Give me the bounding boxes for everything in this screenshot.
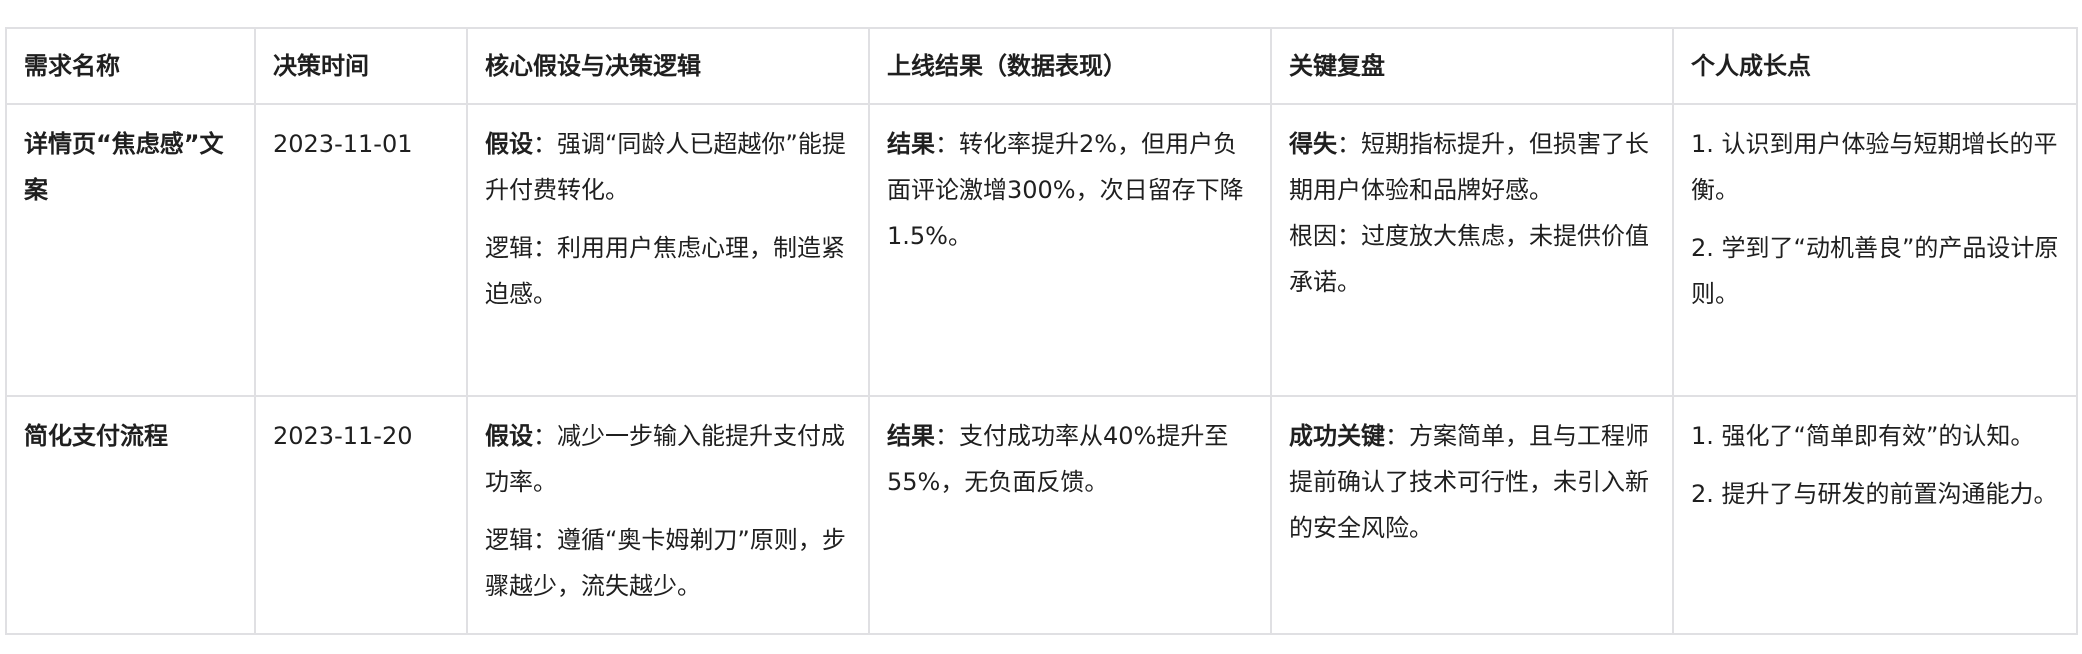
review-text: 得失：短期指标提升，但损害了长期用户体验和品牌好感。	[1289, 130, 1649, 204]
header-requirement-name: 需求名称	[5, 27, 256, 105]
root-cause-text: 根因：过度放大焦虑，未提供价值承诺。	[1289, 222, 1649, 296]
result-cell: 结果：支付成功率从40%提升至55%，无负面反馈。	[868, 395, 1272, 635]
growth-point: 2. 学到了“动机善良”的产品设计原则。	[1691, 234, 2059, 308]
result-text: 结果：转化率提升2%，但用户负面评论激增300%，次日留存下降1.5%。	[887, 130, 1244, 250]
requirement-name-cell: 详情页“焦虑感”文案	[5, 103, 256, 397]
table-row: 详情页“焦虑感”文案 2023-11-01 假设：强调“同龄人已超越你”能提升付…	[5, 103, 2078, 397]
header-decision-time: 决策时间	[254, 27, 468, 105]
requirement-name-cell: 简化支付流程	[5, 395, 256, 635]
logic-text: 逻辑：利用用户焦虑心理，制造紧迫感。	[485, 234, 845, 308]
hypothesis-cell: 假设：强调“同龄人已超越你”能提升付费转化。 逻辑：利用用户焦虑心理，制造紧迫感…	[466, 103, 870, 397]
result-cell: 结果：转化率提升2%，但用户负面评论激增300%，次日留存下降1.5%。	[868, 103, 1272, 397]
review-table: 需求名称 决策时间 核心假设与决策逻辑 上线结果（数据表现） 关键复盘 个人成长…	[5, 27, 2078, 635]
growth-point: 1. 认识到用户体验与短期增长的平衡。	[1691, 130, 2058, 204]
header-row: 需求名称 决策时间 核心假设与决策逻辑 上线结果（数据表现） 关键复盘 个人成长…	[5, 27, 2078, 105]
header-hypothesis-logic: 核心假设与决策逻辑	[466, 27, 870, 105]
result-text: 结果：支付成功率从40%提升至55%，无负面反馈。	[887, 422, 1229, 496]
hypothesis-text: 假设：减少一步输入能提升支付成功率。	[485, 422, 845, 496]
growth-cell: 1. 认识到用户体验与短期增长的平衡。 2. 学到了“动机善良”的产品设计原则。	[1672, 103, 2078, 397]
hypothesis-text: 假设：强调“同龄人已超越你”能提升付费转化。	[485, 130, 846, 204]
decision-time-cell: 2023-11-20	[254, 395, 468, 635]
hypothesis-cell: 假设：减少一步输入能提升支付成功率。 逻辑：遵循“奥卡姆剃刀”原则，步骤越少，流…	[466, 395, 870, 635]
growth-cell: 1. 强化了“简单即有效”的认知。 2. 提升了与研发的前置沟通能力。	[1672, 395, 2078, 635]
logic-text: 逻辑：遵循“奥卡姆剃刀”原则，步骤越少，流失越少。	[485, 526, 846, 600]
review-text: 成功关键：方案简单，且与工程师提前确认了技术可行性，未引入新的安全风险。	[1289, 422, 1649, 542]
table-row: 简化支付流程 2023-11-20 假设：减少一步输入能提升支付成功率。 逻辑：…	[5, 395, 2078, 635]
header-launch-result: 上线结果（数据表现）	[868, 27, 1272, 105]
growth-point: 1. 强化了“简单即有效”的认知。	[1691, 422, 2035, 450]
decision-time-cell: 2023-11-01	[254, 103, 468, 397]
growth-point: 2. 提升了与研发的前置沟通能力。	[1691, 480, 2058, 508]
header-personal-growth: 个人成长点	[1672, 27, 2078, 105]
header-key-review: 关键复盘	[1270, 27, 1674, 105]
review-cell: 得失：短期指标提升，但损害了长期用户体验和品牌好感。 根因：过度放大焦虑，未提供…	[1270, 103, 1674, 397]
review-cell: 成功关键：方案简单，且与工程师提前确认了技术可行性，未引入新的安全风险。	[1270, 395, 1674, 635]
